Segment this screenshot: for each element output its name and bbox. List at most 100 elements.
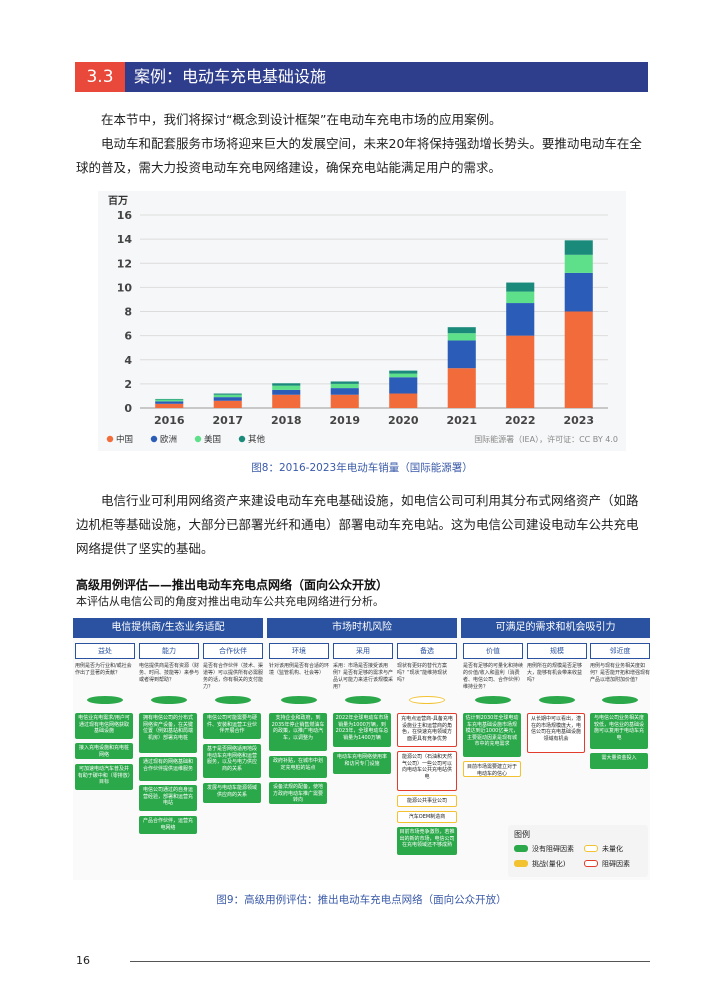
capability-box-2: 通过现有的网络基础和合作伙伴提供运维服务	[139, 757, 197, 781]
group-header-market-timing: 市场时机风险	[267, 618, 457, 638]
section-title: 案例：电动车充电基础设施	[134, 67, 327, 86]
bar-segment-2021-1	[447, 340, 476, 369]
benefit-box-3: 可加速电动汽车普及并有助于碳中和（零排放）目标	[75, 764, 133, 790]
legend-dot-0	[106, 435, 114, 443]
x-tick-label: 2020	[388, 414, 419, 427]
y-tick-label: 2	[124, 378, 132, 391]
legend-swatch-red	[584, 860, 598, 867]
bar-segment-2017-1	[213, 397, 242, 401]
capability-box-3: 电信公司通过的自身运营经验，部署和运营充电站	[139, 785, 197, 811]
y-axis-label: 百万	[108, 195, 128, 207]
bar-segment-2018-2	[272, 385, 301, 390]
benefit-box-1: 电信业充电需求/用户可通过现有电信网络获取基础设施	[75, 713, 133, 739]
legend-item-4: 阻碍因素	[602, 860, 630, 868]
group-header-telecom-fit: 电信提供商/生态业务适配	[73, 618, 263, 638]
bar-segment-2021-0	[447, 368, 476, 408]
page-number: 16	[76, 954, 90, 967]
bar-segment-2020-3	[389, 370, 418, 374]
status-oval-environment	[281, 696, 317, 704]
bar-segment-2018-1	[272, 389, 301, 395]
status-oval-scale	[539, 696, 575, 704]
x-tick-label: 2018	[271, 414, 302, 427]
alternatives-box-5: 目前市场竞争激烈，若推出的新的市场，电信公司在充电领域还不够成熟	[397, 827, 457, 855]
bar-segment-2023-0	[564, 311, 593, 408]
question-proximity: 用例与现有业务相关度如何？是否能开拓和增强现有产品以增加附加价值？	[590, 663, 651, 683]
bar-segment-2016-0	[155, 403, 184, 408]
scale-box-1: 从长期中可以看出，潜在的市场规模庞大，电信公司在充电基础设施领域有机会	[527, 713, 585, 753]
status-oval-adoption	[345, 696, 381, 704]
bar-segment-2020-1	[389, 377, 418, 394]
bar-segment-2020-0	[389, 393, 418, 408]
ev-sales-chart-svg: 百万 0 2 4 6 8 10 12 14 16 2016 2017 2018 2019 2020 2021 2…	[106, 195, 618, 445]
sub-header-value: 价值	[463, 643, 523, 659]
status-oval-partners	[215, 696, 251, 704]
environment-box-3: 设备法规的配备，使地方政府电动车推广需要转向	[269, 782, 327, 804]
y-tick-label: 8	[124, 306, 132, 319]
legend-swatch-green	[514, 845, 528, 852]
legend-dot-3	[238, 435, 246, 443]
legend-dot-1	[150, 435, 158, 443]
legend-item-1: 没有阻碍因素	[532, 845, 574, 853]
y-tick-label: 16	[117, 209, 133, 222]
bar-segment-2022-3	[506, 282, 535, 292]
value-box-1: 估计到2030年全球电动车充电基础设施市场规模达到近1000亿美元，主要驱动因素…	[463, 713, 521, 757]
telecom-paragraph: 电信行业可利用网络资产来建设电动车充电基础设施，如电信公司可利用其分布式网络资产…	[76, 489, 650, 561]
sub-header-alternatives: 备选	[397, 643, 457, 659]
bar-segment-2017-0	[213, 400, 242, 408]
intro-text: 在本节中，我们将探讨“概念到设计框架”在电动车充电市场的应用案例。 电动车和配套…	[76, 108, 650, 180]
legend-label-1: 欧洲	[160, 434, 177, 445]
group-header-demand-attractiveness: 可满足的需求和机会吸引力	[461, 618, 650, 638]
x-tick-label: 2017	[212, 414, 243, 427]
bar-segment-2019-2	[330, 383, 359, 389]
question-value: 是否有足够的可量化和持续的价值/收入和盈利（消费者、电信公司、合作伙伴）维持业务…	[463, 663, 524, 690]
value-box-2: 目前市场需要建立对于电动车的信心	[463, 761, 521, 777]
sub-header-adoption: 采用	[333, 643, 393, 659]
sub-header-capability: 能力	[139, 643, 199, 659]
x-tick-label: 2023	[563, 414, 594, 427]
bar-segment-2016-2	[155, 399, 184, 402]
use-case-evaluation-diagram: 电信提供商/生态业务适配 市场时机风险 可满足的需求和机会吸引力 益处 能力 合…	[73, 618, 650, 880]
partners-box-3: 发展与电动车能源领域供应商的关系	[203, 783, 261, 803]
partners-box-2: 基于是否网络适用地段电动车充电网络和运营服务，以及与电力供应商的关系	[203, 744, 261, 778]
status-oval-capability	[151, 696, 187, 704]
sub-header-partners: 合作伙伴	[203, 643, 263, 659]
sub-header-proximity: 邻近度	[590, 643, 650, 659]
x-tick-label: 2022	[505, 414, 536, 427]
legend-swatch-amber	[514, 860, 528, 867]
legend-item-3: 挑战(量化)	[532, 860, 566, 868]
bar-segment-2017-2	[213, 394, 242, 398]
x-tick-label: 2016	[154, 414, 185, 427]
proximity-box-1: 与电信公司业务相关度较低，电信业的基础设施可以复用于电动车充电	[590, 713, 648, 749]
proximity-box-2: 需大量资金投入	[590, 753, 648, 769]
status-oval-proximity	[602, 696, 638, 704]
sub-header-environment: 环境	[269, 643, 329, 659]
bar-segment-2023-1	[564, 272, 593, 312]
sub-header-scale: 规模	[527, 643, 587, 659]
bar-segment-2016-3	[155, 398, 184, 400]
section-header-bar	[75, 62, 648, 92]
bar-segment-2021-3	[447, 327, 476, 334]
intro-paragraph-2: 电动车和配套服务市场将迎来巨大的发展空间，未来20年将保持强劲增长势头。要推动电…	[76, 136, 642, 175]
bar-segment-2020-2	[389, 373, 418, 378]
telecom-paragraph-text: 电信行业可利用网络资产来建设电动车充电基础设施，如电信公司可利用其分布式网络资产…	[76, 493, 639, 556]
bar-segment-2018-0	[272, 394, 301, 408]
adoption-box-2: 电动车充电网络使用率和访问专门设施	[333, 752, 391, 774]
intro-paragraph-1: 在本节中，我们将探讨“概念到设计框架”在电动车充电市场的应用案例。	[101, 112, 502, 127]
bar-segment-2023-3	[564, 240, 593, 255]
bar-segment-2018-3	[272, 383, 301, 386]
question-environment: 针对该用例是否有合适的环境（监管机构、社会等）	[269, 663, 330, 676]
legend-label-0: 中国	[116, 434, 133, 445]
bar-segment-2019-0	[330, 394, 359, 408]
x-tick-label: 2019	[329, 414, 360, 427]
x-tick-label: 2021	[446, 414, 477, 427]
y-tick-label: 14	[117, 233, 133, 246]
ev-sales-chart: 百万 0 2 4 6 8 10 12 14 16 2016 2017 2018 2019 2020 2021 2…	[98, 191, 626, 451]
y-tick-label: 10	[117, 281, 133, 294]
y-tick-label: 6	[124, 330, 132, 343]
alternatives-box-2: 能源公司（石油和天然气公司）一些公司可以向电动车公共充电站供电	[397, 751, 457, 791]
legend-label-3: 其他	[248, 434, 266, 445]
question-capability: 电信提供商是否有资源（财务、时间、技能等）来参与或者得到帮助？	[139, 663, 200, 683]
alternatives-box-4: 汽车OEM制造商	[397, 811, 457, 823]
environment-box-1: 支持企业和政府，到2035年停止销售燃油车的政策，以推广电动汽车，以调整为	[269, 713, 327, 751]
status-oval-benefit	[87, 696, 123, 704]
